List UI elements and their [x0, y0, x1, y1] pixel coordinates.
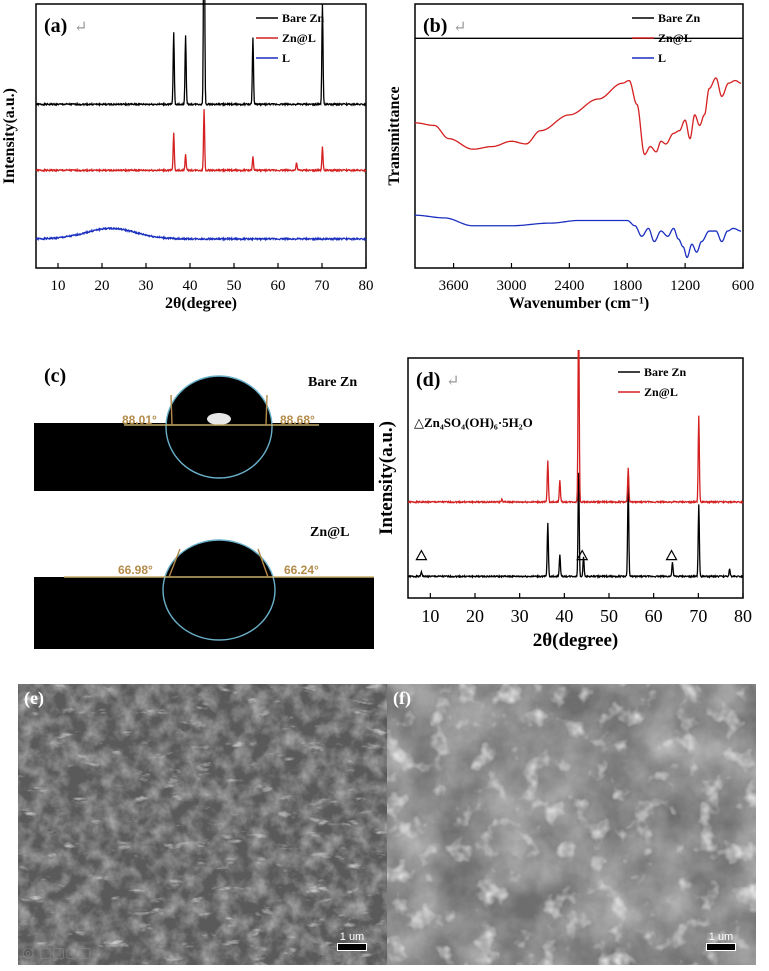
scale-bar-e: 1 um — [337, 931, 367, 951]
x-tick-label-a-1: 20 — [95, 278, 110, 294]
phase-annotation-d: △Zn₄SO₄(OH)₆·5H₂O — [414, 415, 533, 430]
x-tick-label-d-2: 30 — [511, 606, 529, 626]
y-axis-label-a: Intensity(a.u.) — [1, 88, 18, 184]
x-tick-label-a-4: 50 — [227, 278, 242, 294]
x-tick-label-d-7: 80 — [734, 606, 752, 626]
legend-label-a-1: Zn@L — [282, 31, 316, 45]
x-tick-label-a-0: 10 — [51, 278, 66, 294]
return-glyph-b: ↵ — [453, 19, 466, 36]
zn-l-droplet — [64, 539, 374, 641]
bare-zn-right-angle: 88.68° — [280, 413, 315, 427]
panel-label-b: (b) — [423, 15, 447, 37]
panel-label-d: (d) — [416, 369, 440, 391]
legend-label-b-2: L — [658, 51, 666, 65]
y-axis-label-d: Intensity(a.u.) — [376, 421, 397, 535]
panel-label-c: (c) — [44, 365, 67, 387]
sem-image-e: (e) 1 um ◎ ▢▢▢▢ — [18, 684, 387, 965]
x-tick-label-b-2: 2400 — [554, 278, 584, 294]
series-line-a-2 — [35, 226, 367, 242]
return-glyph-d: ↵ — [446, 373, 459, 390]
legend-label-d-1: Zn@L — [644, 385, 678, 399]
x-tick-label-b-1: 3000 — [496, 278, 526, 294]
legend-label-a-0: Bare Zn — [282, 11, 324, 25]
x-axis-label-b: Wavenumber (cm⁻¹) — [509, 295, 649, 312]
series-line-d-0 — [407, 472, 744, 579]
x-tick-label-d-4: 50 — [600, 606, 618, 626]
zn-l-label: Zn@L — [310, 525, 350, 540]
legend-label-b-1: Zn@L — [658, 31, 692, 45]
y-axis-label-b: Transmittance — [386, 86, 403, 185]
x-tick-label-a-3: 40 — [183, 278, 198, 294]
contact-angle-panel: (c) 88.01° 88.68° Bare Zn 66.98° 66.24° … — [34, 355, 374, 655]
series-line-d-1 — [407, 350, 744, 505]
scale-text-f: 1 um — [708, 931, 734, 943]
phase-marker-d-2 — [665, 549, 678, 561]
scale-line-e — [337, 943, 367, 951]
x-tick-label-b-5: 600 — [732, 278, 755, 294]
panel-label-f: (f) — [393, 688, 411, 708]
zn-l-right-angle: 66.24° — [284, 563, 319, 577]
series-line-b-2 — [414, 214, 742, 259]
x-tick-label-b-4: 1200 — [670, 278, 700, 294]
legend-label-b-0: Bare Zn — [658, 11, 700, 25]
x-tick-label-a-5: 60 — [271, 278, 286, 294]
scale-bar-f: 1 um — [706, 931, 736, 951]
sem-texture-f — [387, 684, 756, 965]
x-axis-label-d: 2θ(degree) — [533, 630, 619, 651]
phase-marker-d-1 — [576, 549, 589, 561]
phase-marker-d-0 — [415, 549, 428, 561]
panel-label-e: (e) — [24, 688, 44, 708]
series-line-b-1 — [414, 77, 742, 156]
zn-l-left-angle: 66.98° — [118, 563, 153, 577]
scale-line-f — [706, 943, 736, 951]
x-tick-label-d-1: 20 — [466, 606, 484, 626]
x-tick-label-b-3: 1800 — [612, 278, 642, 294]
sem-texture-e — [18, 684, 387, 965]
x-axis-label-a: 2θ(degree) — [165, 295, 237, 312]
bare-zn-label: Bare Zn — [308, 375, 358, 390]
x-tick-label-a-7: 80 — [359, 278, 374, 294]
x-tick-label-d-6: 70 — [689, 606, 707, 626]
ftir-chart-b: 3600 3000 2400 1800 1200 600 Wavenumber (cm⁻¹)… — [386, 3, 755, 312]
sem-image-f: (f) 1 um — [387, 684, 756, 965]
return-glyph-a: ↵ — [74, 19, 87, 36]
plot-frame-d — [407, 357, 744, 599]
bare-zn-left-angle: 88.01° — [122, 413, 157, 427]
watermark: ◎ ▢▢▢▢ — [22, 945, 92, 961]
legend-label-d-0: Bare Zn — [644, 365, 686, 379]
x-tick-label-d-5: 60 — [645, 606, 663, 626]
xrd-chart-d: 10 20 30 40 50 60 70 80 2θ(degree) Intensity(a.u.… — [376, 350, 752, 651]
x-tick-label-a-6: 70 — [315, 278, 330, 294]
x-tick-label-b-0: 3600 — [439, 278, 469, 294]
panel-label-a: (a) — [44, 15, 67, 37]
legend-label-a-2: L — [282, 51, 290, 65]
x-tick-label-a-2: 30 — [139, 278, 154, 294]
scale-text-e: 1 um — [339, 931, 365, 943]
series-line-a-1 — [35, 109, 367, 174]
x-tick-label-d-3: 40 — [555, 606, 573, 626]
bare-zn-droplet — [124, 375, 319, 479]
series-line-a-0 — [35, 0, 367, 108]
plot-frame-b — [414, 3, 744, 269]
plot-frame-a — [35, 3, 367, 269]
xrd-chart-a: 10 20 30 40 50 60 70 80 2θ(degree) Intensity(a.u.… — [1, 0, 374, 312]
x-tick-label-d-0: 10 — [421, 606, 439, 626]
